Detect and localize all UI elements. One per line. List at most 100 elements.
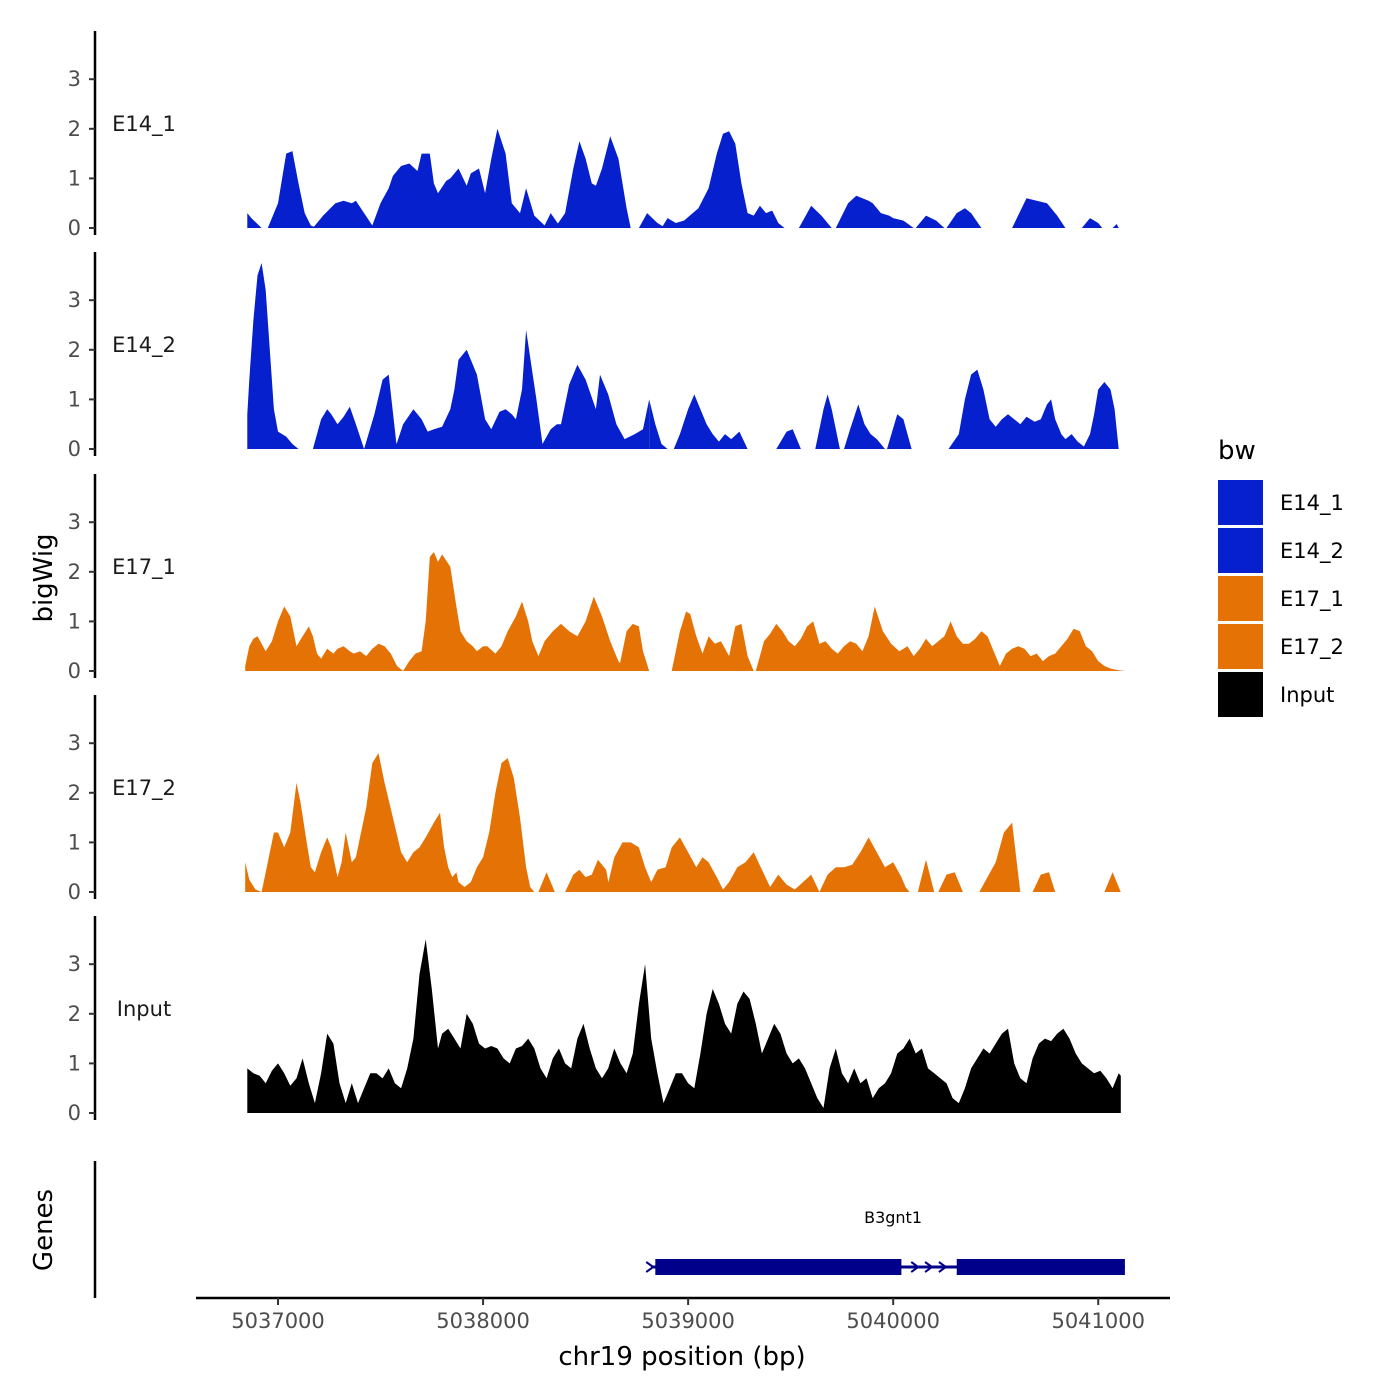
y-tick-label: 2 <box>68 560 81 584</box>
legend-label: Input <box>1280 683 1334 707</box>
coverage-area <box>755 606 1125 671</box>
coverage-area <box>835 195 914 228</box>
coverage-area <box>671 611 754 671</box>
coverage-area <box>364 374 397 449</box>
x-tick-label: 5037000 <box>231 1309 325 1333</box>
y-tick-label: 3 <box>68 510 81 534</box>
gene-B3gnt1: B3gnt1 <box>645 1208 1125 1275</box>
coverage-area <box>618 623 650 671</box>
x-axis: 5037000 5038000 5039000 5040000 5041000 <box>196 1296 1170 1333</box>
coverage-area <box>245 606 404 671</box>
legend-label: E14_2 <box>1280 539 1344 564</box>
y-tick-label: 2 <box>68 781 81 805</box>
y-tick-label: 0 <box>68 880 81 904</box>
coverage-area <box>312 406 365 449</box>
legend-title: bw <box>1218 436 1256 466</box>
coverage-area <box>245 862 262 892</box>
bigwig-tracks: 0 1 2 3 E14_1 0 1 2 3 E14_2 0 1 2 3 E17_1 0 1 2 3 E17_2 0 1 2 3… <box>68 31 1125 1125</box>
y-tick-label: 1 <box>68 166 81 190</box>
legend-label: E17_1 <box>1280 587 1344 612</box>
legend-swatch <box>1218 480 1263 525</box>
coverage-area <box>649 399 668 449</box>
coverage-area <box>938 872 963 892</box>
x-tick-label: 5041000 <box>1051 1309 1145 1333</box>
coverage-area <box>887 414 912 449</box>
coverage-area <box>673 394 748 449</box>
x-tick-label: 5038000 <box>436 1309 530 1333</box>
coverage-area <box>1081 218 1103 228</box>
genes-title: Genes <box>29 1189 59 1271</box>
coverage-area <box>1104 872 1121 892</box>
y-tick-label: 0 <box>68 437 81 461</box>
track-label: E14_1 <box>112 112 176 137</box>
y-tick-label: 1 <box>68 609 81 633</box>
coverage-area <box>915 215 945 228</box>
coverage-area <box>458 758 535 892</box>
strand-arrow <box>645 1261 655 1273</box>
gene-exon <box>655 1259 902 1275</box>
coverage-area <box>815 394 840 449</box>
legend-swatch <box>1218 528 1263 573</box>
gene-exon <box>956 1259 1125 1275</box>
coverage-area <box>261 753 459 892</box>
track-E17_1: 0 1 2 3 E17_1 <box>68 474 1125 683</box>
x-tick-label: 5040000 <box>846 1309 940 1333</box>
track-label: E17_1 <box>112 555 176 580</box>
y-tick-label: 0 <box>68 1101 81 1125</box>
coverage-area <box>844 404 885 449</box>
x-axis-title: chr19 position (bp) <box>558 1342 805 1372</box>
coverage-area <box>394 330 650 449</box>
strand-arrow <box>910 1261 920 1273</box>
track-Input: 0 1 2 3 Input <box>68 916 1121 1125</box>
y-tick-label: 3 <box>68 288 81 312</box>
gene-name: B3gnt1 <box>864 1208 922 1227</box>
y-tick-label: 1 <box>68 1051 81 1075</box>
legend-swatch <box>1218 624 1263 669</box>
coverage-area <box>979 822 1021 892</box>
track-label: E17_2 <box>112 776 176 801</box>
legend-label: E14_1 <box>1280 491 1344 516</box>
coverage-area <box>403 552 627 671</box>
coverage-area <box>946 208 982 228</box>
coverage-area <box>776 429 801 449</box>
legend-label: E17_2 <box>1280 635 1344 660</box>
y-tick-label: 1 <box>68 830 81 854</box>
coverage-area <box>917 859 935 892</box>
y-tick-label: 1 <box>68 387 81 411</box>
legend: bw E14_1 E14_2 E17_1 E17_2 Input <box>1218 436 1344 717</box>
strand-arrow <box>924 1261 934 1273</box>
coverage-area <box>565 859 611 892</box>
strand-arrow <box>938 1261 948 1273</box>
y-tick-label: 3 <box>68 952 81 976</box>
coverage-area <box>1012 198 1066 228</box>
y-tick-label: 3 <box>68 67 81 91</box>
coverage-area <box>948 369 1119 449</box>
track-label: Input <box>117 997 171 1021</box>
track-E14_1: 0 1 2 3 E14_1 <box>68 31 1119 240</box>
track-label: E14_2 <box>112 333 176 358</box>
coverage-area <box>554 136 631 228</box>
coverage-area <box>606 837 820 892</box>
legend-swatch <box>1218 576 1263 621</box>
track-E14_2: 0 1 2 3 E14_2 <box>68 252 1119 461</box>
coverage-area <box>312 128 561 228</box>
y-tick-label: 0 <box>68 659 81 683</box>
y-tick-label: 3 <box>68 731 81 755</box>
coverage-area <box>538 872 555 892</box>
coverage-area <box>247 263 299 449</box>
track-E17_2: 0 1 2 3 E17_2 <box>68 695 1121 904</box>
coverage-area <box>661 131 785 228</box>
y-tick-label: 2 <box>68 117 81 141</box>
coverage-area <box>638 213 666 228</box>
legend-swatch <box>1218 672 1263 717</box>
y-tick-label: 0 <box>68 216 81 240</box>
y-tick-label: 2 <box>68 338 81 362</box>
coverage-area <box>1032 872 1056 892</box>
coverage-area <box>819 837 910 892</box>
y-tick-label: 2 <box>68 1002 81 1026</box>
coverage-area <box>798 205 832 228</box>
coverage-area <box>247 939 1121 1113</box>
coverage-area <box>1112 224 1119 228</box>
x-tick-label: 5039000 <box>641 1309 735 1333</box>
